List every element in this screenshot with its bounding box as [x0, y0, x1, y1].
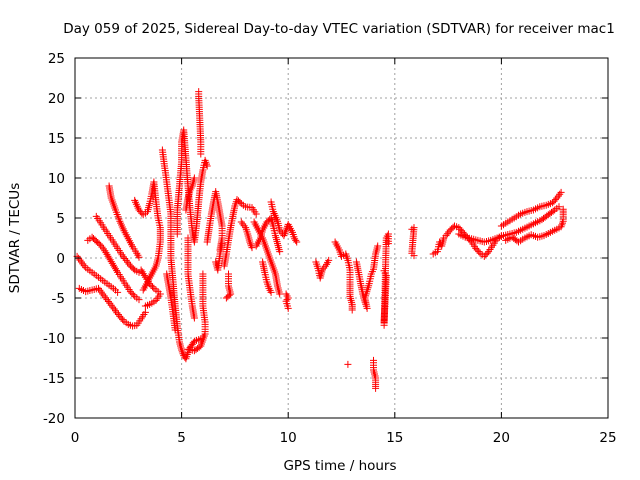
marker-series-arc-u [312, 256, 333, 282]
marker-series-arc-g [137, 266, 164, 310]
y-tick-label: 20 [48, 91, 65, 107]
marker-series-arc-h [158, 146, 207, 363]
marker-series-arc-w [352, 242, 382, 312]
marker-series-arc-d [92, 212, 143, 276]
marker-series-arc-t [282, 290, 292, 312]
marker-series-arc-ac [442, 222, 505, 260]
marker-series-arc-ab [429, 234, 448, 258]
y-axis-label: SDTVAR / TECUs [7, 183, 23, 293]
x-tick-label: 10 [280, 430, 297, 446]
marker-series-arc-aa [408, 224, 418, 260]
marker-series-arc-x [344, 360, 352, 368]
x-tick-label: 20 [493, 430, 510, 446]
data-markers [73, 88, 567, 392]
x-axis-label: GPS time / hours [283, 458, 396, 474]
y-tick-label: -5 [52, 291, 65, 307]
marker-series-arc-f [131, 178, 164, 294]
marker-series-arc-o [222, 270, 235, 302]
marker-series-arc-aj [237, 218, 256, 252]
marker-series-arc-s [267, 198, 301, 246]
marker-series-arc-ah [182, 174, 198, 214]
marker-series-arc-b [75, 284, 149, 330]
marker-series-arc-l [184, 234, 198, 322]
y-tick-label: -20 [43, 411, 65, 427]
chart-title: Day 059 of 2025, Sidereal Day-to-day VTE… [63, 21, 615, 37]
marker-series-arc-z [380, 230, 392, 329]
marker-series-arc-r [259, 258, 275, 296]
x-tick-label: 25 [599, 430, 616, 446]
marker-series-arc-y [370, 356, 380, 392]
marker-series-arc-ae [497, 188, 565, 230]
marker-series-arc-ai [212, 240, 226, 274]
y-tick-labels: 25 20 15 10 5 0 -5 -10 -15 -20 [43, 51, 608, 427]
marker-series-arc-m [203, 188, 226, 254]
marker-series-arc-n [220, 196, 260, 270]
y-tick-label: 15 [48, 131, 65, 147]
marker-series-arc-j [195, 88, 205, 158]
y-tick-label: 25 [48, 51, 65, 67]
marker-series-arc-ad [455, 203, 563, 246]
marker-series-arc-e [105, 182, 143, 261]
marker-series-arc-ag [163, 270, 179, 334]
x-tick-label: 0 [71, 430, 80, 446]
marker-series-arc-q [252, 214, 284, 256]
marker-series-arc-c [84, 233, 143, 304]
y-tick-label: -15 [43, 371, 65, 387]
marker-series-arc-k [184, 270, 209, 355]
x-tick-label: 15 [386, 430, 403, 446]
plot-frame [74, 57, 609, 419]
marker-series-arc-a [73, 252, 122, 296]
marker-series-arc-v [331, 238, 356, 314]
x-tick-label: 5 [177, 430, 186, 446]
marker-series-arc-af [502, 205, 567, 246]
y-tick-label: 10 [48, 171, 65, 187]
y-tick-label: 0 [56, 251, 65, 267]
y-tick-label: -10 [43, 331, 65, 347]
x-tick-labels: 0 5 10 15 20 25 [71, 58, 617, 446]
y-tick-label: 5 [56, 211, 65, 227]
